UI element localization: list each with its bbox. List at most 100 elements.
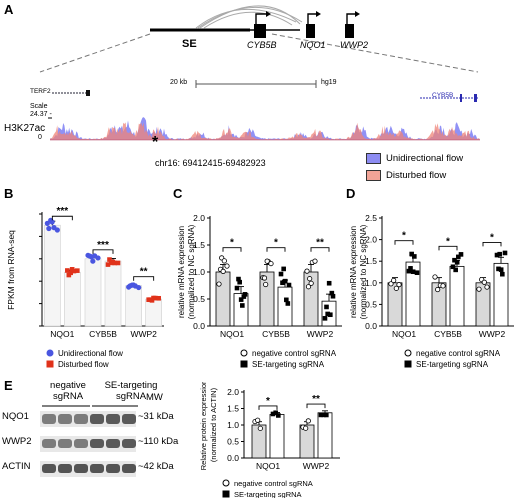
data-point — [304, 268, 310, 274]
panel-label-c: C — [173, 186, 183, 201]
blot-band — [90, 414, 104, 424]
se-label: SE — [182, 38, 197, 50]
y-tick-label: 0.0 — [227, 453, 239, 463]
legend-label: negative control sgRNA — [252, 349, 337, 358]
data-point — [69, 267, 75, 272]
significance-bracket — [51, 215, 73, 221]
data-point — [308, 280, 314, 286]
data-point — [305, 418, 311, 424]
data-point — [49, 219, 55, 225]
blot-band — [74, 464, 88, 473]
bar-wwp2-b — [317, 412, 333, 459]
asterisk-marker: * — [152, 134, 159, 151]
panel-label-b: B — [4, 186, 14, 201]
legend-label: SE-targeting sgRNA — [234, 490, 302, 498]
legend-marker — [46, 349, 54, 357]
nqo1-gene-box — [306, 24, 315, 38]
significance-bracket — [438, 245, 458, 251]
cyb5b-track-label: CYB5B — [432, 92, 454, 99]
legend-marker — [240, 360, 248, 368]
significance-mark: ** — [316, 238, 324, 249]
data-point — [458, 252, 464, 257]
y-tick-label: 1.0 — [193, 267, 205, 277]
data-point — [136, 284, 142, 291]
data-point — [285, 301, 291, 306]
y-tick-label: 0.0 — [193, 321, 205, 331]
data-point — [263, 281, 269, 288]
data-point — [329, 290, 335, 296]
data-point — [326, 280, 332, 286]
data-point — [414, 270, 420, 276]
data-point — [65, 268, 70, 273]
data-point — [44, 220, 50, 226]
data-point — [110, 259, 116, 265]
cyb5b-label: CYB5B — [247, 40, 277, 50]
y-tick-label: 1.5 — [365, 256, 377, 266]
data-point — [408, 266, 413, 271]
data-point — [130, 282, 137, 288]
data-point — [484, 284, 490, 290]
wwp2-tss-arrow — [346, 13, 355, 24]
data-point — [324, 304, 329, 310]
blot-mw-actin: ~42 kDa — [138, 461, 174, 472]
significance-bracket — [310, 247, 330, 252]
significance-mark: *** — [97, 240, 109, 251]
blot-header-left: negative sgRNA — [50, 380, 86, 402]
blot-mw-wwp2: ~110 kDa — [138, 436, 179, 447]
data-point — [216, 281, 222, 287]
y-tick-label: 0.0 — [365, 321, 377, 331]
legend-a-unidirectional: Unidirectional flow — [366, 150, 463, 167]
data-point — [312, 258, 318, 264]
western-blot — [40, 405, 138, 477]
data-point — [435, 286, 441, 293]
scale-kb-label: 20 kb — [170, 79, 188, 86]
legend-a-disturbed: Disturbed flow — [366, 167, 463, 184]
data-point — [264, 258, 270, 264]
legend-label: negative control sgRNA — [234, 479, 313, 488]
legend-marker — [222, 490, 230, 498]
data-point — [409, 251, 414, 257]
genome-label: hg19 — [321, 79, 337, 86]
significance-mark: * — [266, 396, 270, 407]
scale-value-label: 24.37 - — [30, 111, 52, 118]
data-point — [500, 271, 505, 277]
bar-nqo1-b — [233, 293, 249, 327]
blot-band — [74, 439, 88, 448]
legend-a: Unidirectional flow Disturbed flow — [366, 150, 463, 184]
blot-band — [122, 414, 136, 424]
panel-label-a: A — [4, 2, 14, 17]
track-zero-label: 0 — [38, 134, 42, 141]
blot-band — [42, 439, 56, 448]
bar-wwp2-a — [125, 285, 142, 327]
legend-label: Unidirectional flow — [58, 349, 123, 358]
significance-mark: * — [490, 232, 494, 243]
data-point — [497, 251, 502, 257]
data-point — [476, 286, 482, 292]
y-axis-label: relative mRNA expression(normalized to N… — [349, 224, 368, 319]
data-point — [328, 312, 333, 318]
data-point — [220, 268, 226, 274]
data-point — [255, 417, 261, 423]
data-point — [156, 295, 161, 301]
cyb5b-tss-arrow — [255, 13, 266, 24]
bar-cyb5b-b — [104, 260, 122, 327]
y-tick-label: 0.5 — [193, 294, 205, 304]
x-tick-label: WWP2 — [307, 329, 334, 339]
y-axis-label: FPKM from RNA-seq — [6, 230, 16, 310]
panel-label-d: D — [346, 186, 356, 201]
y-tick-label: 1.5 — [227, 404, 239, 414]
data-point — [303, 425, 309, 431]
bar-cyb5b-b — [277, 286, 293, 327]
data-point — [234, 285, 240, 291]
data-point — [151, 295, 156, 301]
data-point — [273, 410, 278, 416]
x-tick-label: CYB5B — [89, 329, 117, 339]
panel-a-figure — [39, 5, 480, 141]
data-point — [388, 281, 394, 287]
blot-protein-actin: ACTIN — [2, 461, 31, 472]
data-point — [481, 279, 487, 285]
blot-mw-nqo1: ~31 kDa — [138, 411, 174, 422]
data-point — [322, 316, 328, 321]
data-point — [305, 284, 312, 290]
